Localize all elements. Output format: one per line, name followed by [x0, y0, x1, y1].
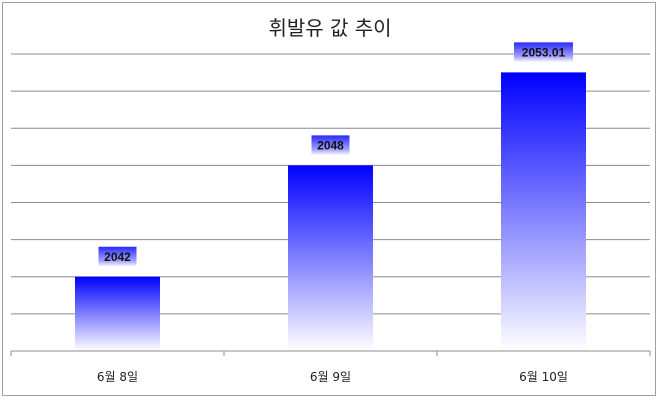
data-label-box: [311, 135, 350, 156]
x-tick-label: 6월 9일: [310, 370, 351, 384]
x-tick-label: 6월 10일: [519, 370, 568, 384]
chart-title: 휘발유 값 추이: [268, 16, 392, 40]
data-label-box: [514, 42, 573, 63]
x-tick-label: 6월 8일: [97, 370, 138, 384]
data-label: 2042: [104, 250, 131, 264]
data-label: 2048: [317, 138, 344, 152]
data-label-box: [98, 246, 137, 267]
bar-1: [75, 276, 160, 351]
data-label: 2053.01: [522, 45, 566, 59]
bar-3: [501, 72, 586, 351]
chart-frame: [2, 2, 656, 396]
bar-2: [288, 165, 373, 351]
